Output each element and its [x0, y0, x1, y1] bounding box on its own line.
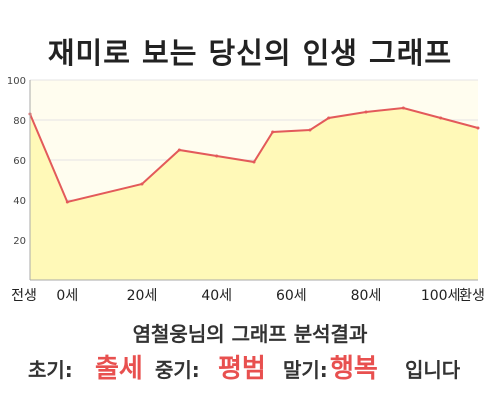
data-point: [308, 128, 312, 132]
y-tick-label: 40: [13, 196, 26, 207]
x-tick-label: 80세: [351, 288, 382, 304]
data-point: [271, 130, 275, 134]
x-tick-label: 60세: [276, 288, 307, 304]
late-value: 행복: [330, 354, 378, 384]
mid-value: 평범: [218, 354, 266, 384]
x-tick-label: 환생: [459, 288, 485, 304]
analysis-subtitle: 염철웅님의 그래프 분석결과: [132, 322, 368, 346]
data-point: [65, 200, 69, 204]
y-tick-labels: 20 40 60 80 100: [7, 76, 26, 247]
x-tick-label: 20세: [127, 288, 158, 304]
y-tick-label: 60: [13, 156, 26, 167]
x-tick-label: 40세: [201, 288, 232, 304]
data-point: [215, 154, 219, 158]
result-ending: 입니다: [405, 358, 461, 382]
x-tick-label: 100세: [421, 288, 461, 304]
area-fill: [30, 108, 478, 280]
chart-title: 재미로 보는 당신의 인생 그래프: [47, 36, 453, 70]
early-label: 초기:: [28, 358, 73, 382]
data-point: [476, 126, 480, 130]
mid-label: 중기:: [155, 358, 200, 382]
x-tick-label: 0세: [56, 288, 78, 304]
data-point: [327, 116, 331, 120]
data-point: [439, 116, 443, 120]
data-point: [364, 110, 368, 114]
x-tick-label: 전생: [11, 288, 37, 304]
early-value: 출세: [95, 354, 143, 384]
data-point: [252, 160, 256, 164]
y-tick-label: 80: [13, 116, 26, 127]
data-point: [401, 106, 405, 110]
data-point: [177, 148, 181, 152]
data-point: [140, 182, 144, 186]
late-label: 말기:: [283, 358, 328, 382]
y-tick-label: 100: [7, 76, 26, 87]
y-tick-label: 20: [13, 236, 26, 247]
analysis-result: 초기: 출세 중기: 평범 말기: 행복 입니다: [0, 348, 500, 384]
